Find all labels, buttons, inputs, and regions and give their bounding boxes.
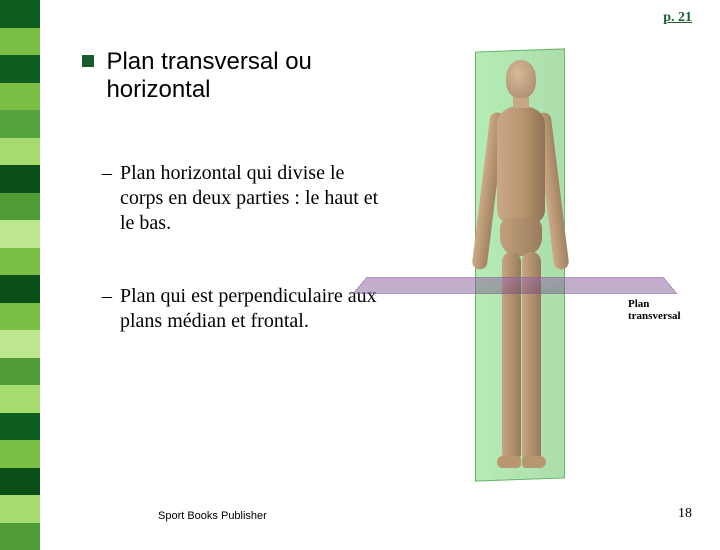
human-body-icon (475, 60, 565, 475)
anatomy-figure (390, 45, 640, 505)
sub-bullet-2-text: Plan qui est perpendiculaire aux plans m… (120, 285, 377, 332)
page-number: 18 (678, 506, 692, 522)
transversal-plane (353, 277, 678, 294)
slide-title: Plan transversal ou horizontal (106, 48, 376, 103)
page-reference: p. 21 (663, 10, 692, 26)
sub-bullet-1: –Plan horizontal qui divise le corps en … (120, 161, 380, 236)
footer-publisher: Sport Books Publisher (158, 510, 267, 522)
figure-caption: Plan transversal (628, 298, 700, 322)
sub-bullet-1-text: Plan horizontal qui divise le corps en d… (120, 162, 378, 234)
decorative-stripe (0, 0, 40, 540)
bullet-square-icon (82, 55, 94, 67)
main-content: Plan transversal ou horizontal –Plan hor… (82, 48, 392, 334)
sub-bullet-2: –Plan qui est perpendiculaire aux plans … (120, 284, 380, 334)
